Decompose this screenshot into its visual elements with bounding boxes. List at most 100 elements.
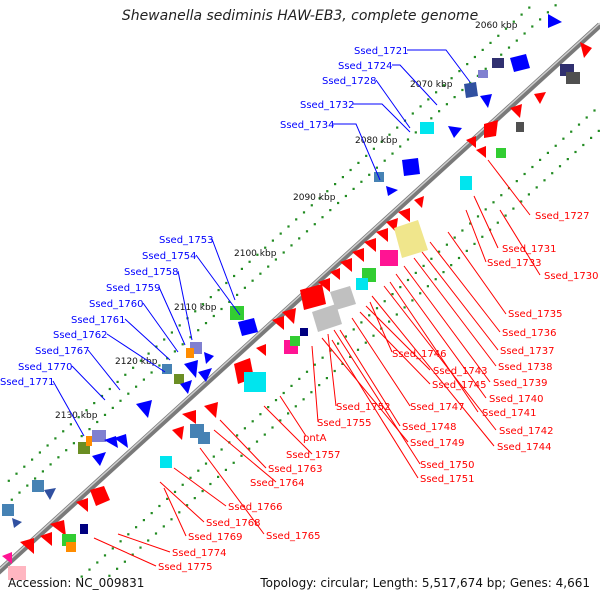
- genome-backbone: [0, 22, 600, 575]
- callout-line: [331, 339, 419, 479]
- tick-dot: [201, 303, 205, 306]
- tick-dot: [543, 179, 546, 182]
- tick-dot: [305, 230, 309, 233]
- gene-box: [230, 306, 244, 320]
- gene-box: [66, 542, 76, 552]
- tick-dot: [414, 271, 417, 274]
- gene-arrow: [402, 158, 420, 176]
- tick-dot: [243, 427, 246, 430]
- gene-box: [198, 432, 210, 444]
- gene-arrow: [476, 146, 486, 158]
- tick-dot: [41, 470, 44, 473]
- tick-dot: [507, 46, 511, 49]
- callout-line: [211, 238, 236, 301]
- tick-dot: [228, 300, 231, 303]
- tick-dot: [562, 137, 565, 140]
- callout-line: [195, 254, 241, 316]
- tick-dot: [442, 271, 445, 274]
- gene-label: Ssed_1748: [402, 422, 457, 433]
- gene-label: Ssed_1738: [498, 362, 553, 373]
- gene-arrow: [282, 308, 296, 324]
- tick-dot: [364, 341, 367, 344]
- tick-dot: [142, 378, 145, 381]
- tick-dot: [406, 278, 410, 282]
- gene-box: [460, 176, 472, 190]
- tick-dot: [96, 420, 99, 424]
- gene-label: Ssed_1760: [89, 299, 144, 310]
- tick-dot: [321, 356, 324, 359]
- tick-dot: [566, 158, 569, 161]
- tick-dot: [298, 377, 301, 380]
- callout-line: [383, 285, 497, 431]
- gene-arrow: [394, 220, 428, 258]
- tick-dot: [193, 497, 196, 500]
- tick-dot: [403, 306, 406, 309]
- tick-dot: [554, 4, 557, 7]
- tick-dot: [445, 103, 448, 106]
- gene-label: Ssed_1741: [482, 408, 537, 419]
- gene-label: Ssed_1735: [508, 309, 563, 320]
- gene-arrow: [50, 520, 66, 536]
- callout-line: [429, 241, 501, 333]
- tick-dot: [582, 143, 585, 147]
- gene-arrow: [330, 286, 356, 310]
- accession-label: Accession: NC_009831: [8, 576, 145, 590]
- gene-arrow: [398, 208, 410, 222]
- tick-dot: [142, 519, 145, 522]
- tick-dot: [271, 239, 274, 242]
- tick-dot: [360, 321, 363, 324]
- tick-dot: [255, 440, 259, 443]
- gene-arrow: [464, 82, 478, 98]
- tick-dot: [329, 209, 332, 212]
- callout-line: [279, 395, 307, 437]
- tick-dot: [430, 117, 433, 120]
- callout-line: [447, 231, 507, 315]
- callout-line: [413, 257, 497, 367]
- gene-box: [92, 430, 106, 442]
- tick-dot: [158, 364, 161, 367]
- gene-label: Ssed_1743: [433, 366, 488, 377]
- callout-line: [375, 79, 411, 129]
- tick-dot: [18, 491, 21, 494]
- tick-dot: [411, 112, 414, 115]
- tick-dot: [515, 39, 518, 42]
- callout-line: [311, 345, 319, 423]
- tick-dot: [395, 313, 398, 316]
- gene-label: Ssed_1732: [300, 100, 355, 111]
- gene-label: Ssed_1759: [106, 283, 161, 294]
- callout-line: [333, 329, 421, 465]
- callout-line: [263, 405, 313, 455]
- tick-dot: [243, 286, 246, 289]
- tick-dot: [558, 165, 562, 168]
- tick-dot: [465, 249, 468, 252]
- tick-dot: [356, 348, 360, 351]
- tick-dot: [220, 448, 223, 451]
- scale-label: 2060 kbp: [475, 21, 518, 31]
- tick-dot: [372, 147, 375, 150]
- tick-dot: [383, 300, 386, 303]
- gene-box: [290, 336, 300, 346]
- tick-dot: [189, 476, 192, 479]
- tick-dot: [163, 338, 166, 341]
- tick-dot: [341, 176, 344, 179]
- tick-dot: [162, 525, 165, 528]
- gene-arrow: [256, 344, 266, 356]
- tick-dot: [287, 412, 290, 415]
- gene-box: [80, 524, 88, 534]
- tick-dot: [590, 136, 593, 139]
- tick-dot: [170, 518, 173, 521]
- tick-dot: [131, 553, 134, 556]
- tick-dot: [259, 413, 262, 416]
- tick-dot: [147, 352, 150, 355]
- tick-dot: [313, 223, 316, 226]
- gene-arrow: [448, 126, 462, 138]
- tick-dot: [535, 186, 538, 189]
- tick-dot: [186, 504, 189, 507]
- tick-dot: [551, 172, 554, 175]
- gene-label: Ssed_1774: [172, 548, 227, 559]
- tick-dot: [406, 138, 410, 141]
- gene-label: Ssed_1768: [206, 518, 261, 529]
- gene-label: pntA: [303, 433, 327, 444]
- tick-dot: [473, 55, 476, 59]
